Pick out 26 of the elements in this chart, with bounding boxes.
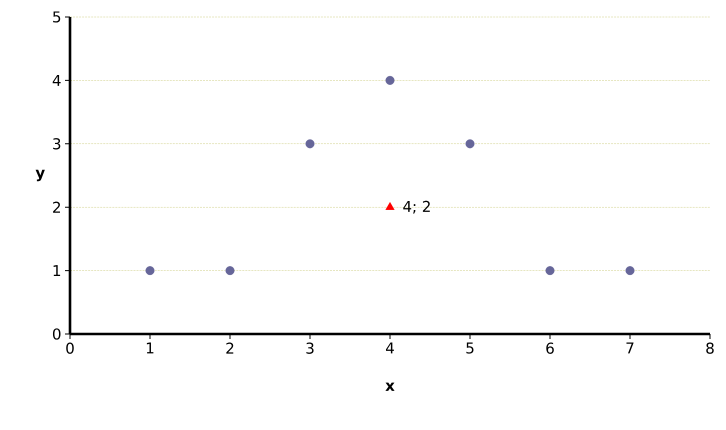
annotation: 4; 2 <box>403 200 430 214</box>
point <box>306 139 314 148</box>
point <box>226 266 234 276</box>
y-tick-label: 2 <box>53 202 60 213</box>
y-tick-label: 3 <box>53 138 60 150</box>
x-tick-label: 6 <box>546 342 554 354</box>
point <box>385 202 395 210</box>
x-tick-label: 4 <box>386 342 394 354</box>
x-tick-label: 5 <box>466 342 474 354</box>
point <box>546 266 554 276</box>
y-axis-title: y <box>36 170 45 182</box>
x-tick-label: 8 <box>706 342 714 354</box>
y-tick-label: 5 <box>53 11 60 23</box>
y-tick-label: 0 <box>52 328 60 340</box>
x-tick-label: 2 <box>226 342 234 354</box>
x-tick-label: 3 <box>306 342 314 354</box>
x-tick-label: 1 <box>146 342 154 354</box>
point <box>146 266 154 276</box>
x-tick-label: 7 <box>626 342 634 354</box>
x-tick-label: 0 <box>66 342 74 354</box>
x-axis-title: x <box>385 382 395 391</box>
point <box>466 139 474 148</box>
y-tick-label: 4 <box>52 74 61 86</box>
y-tick-label: 1 <box>54 265 60 276</box>
point <box>626 266 634 276</box>
point <box>386 76 394 85</box>
